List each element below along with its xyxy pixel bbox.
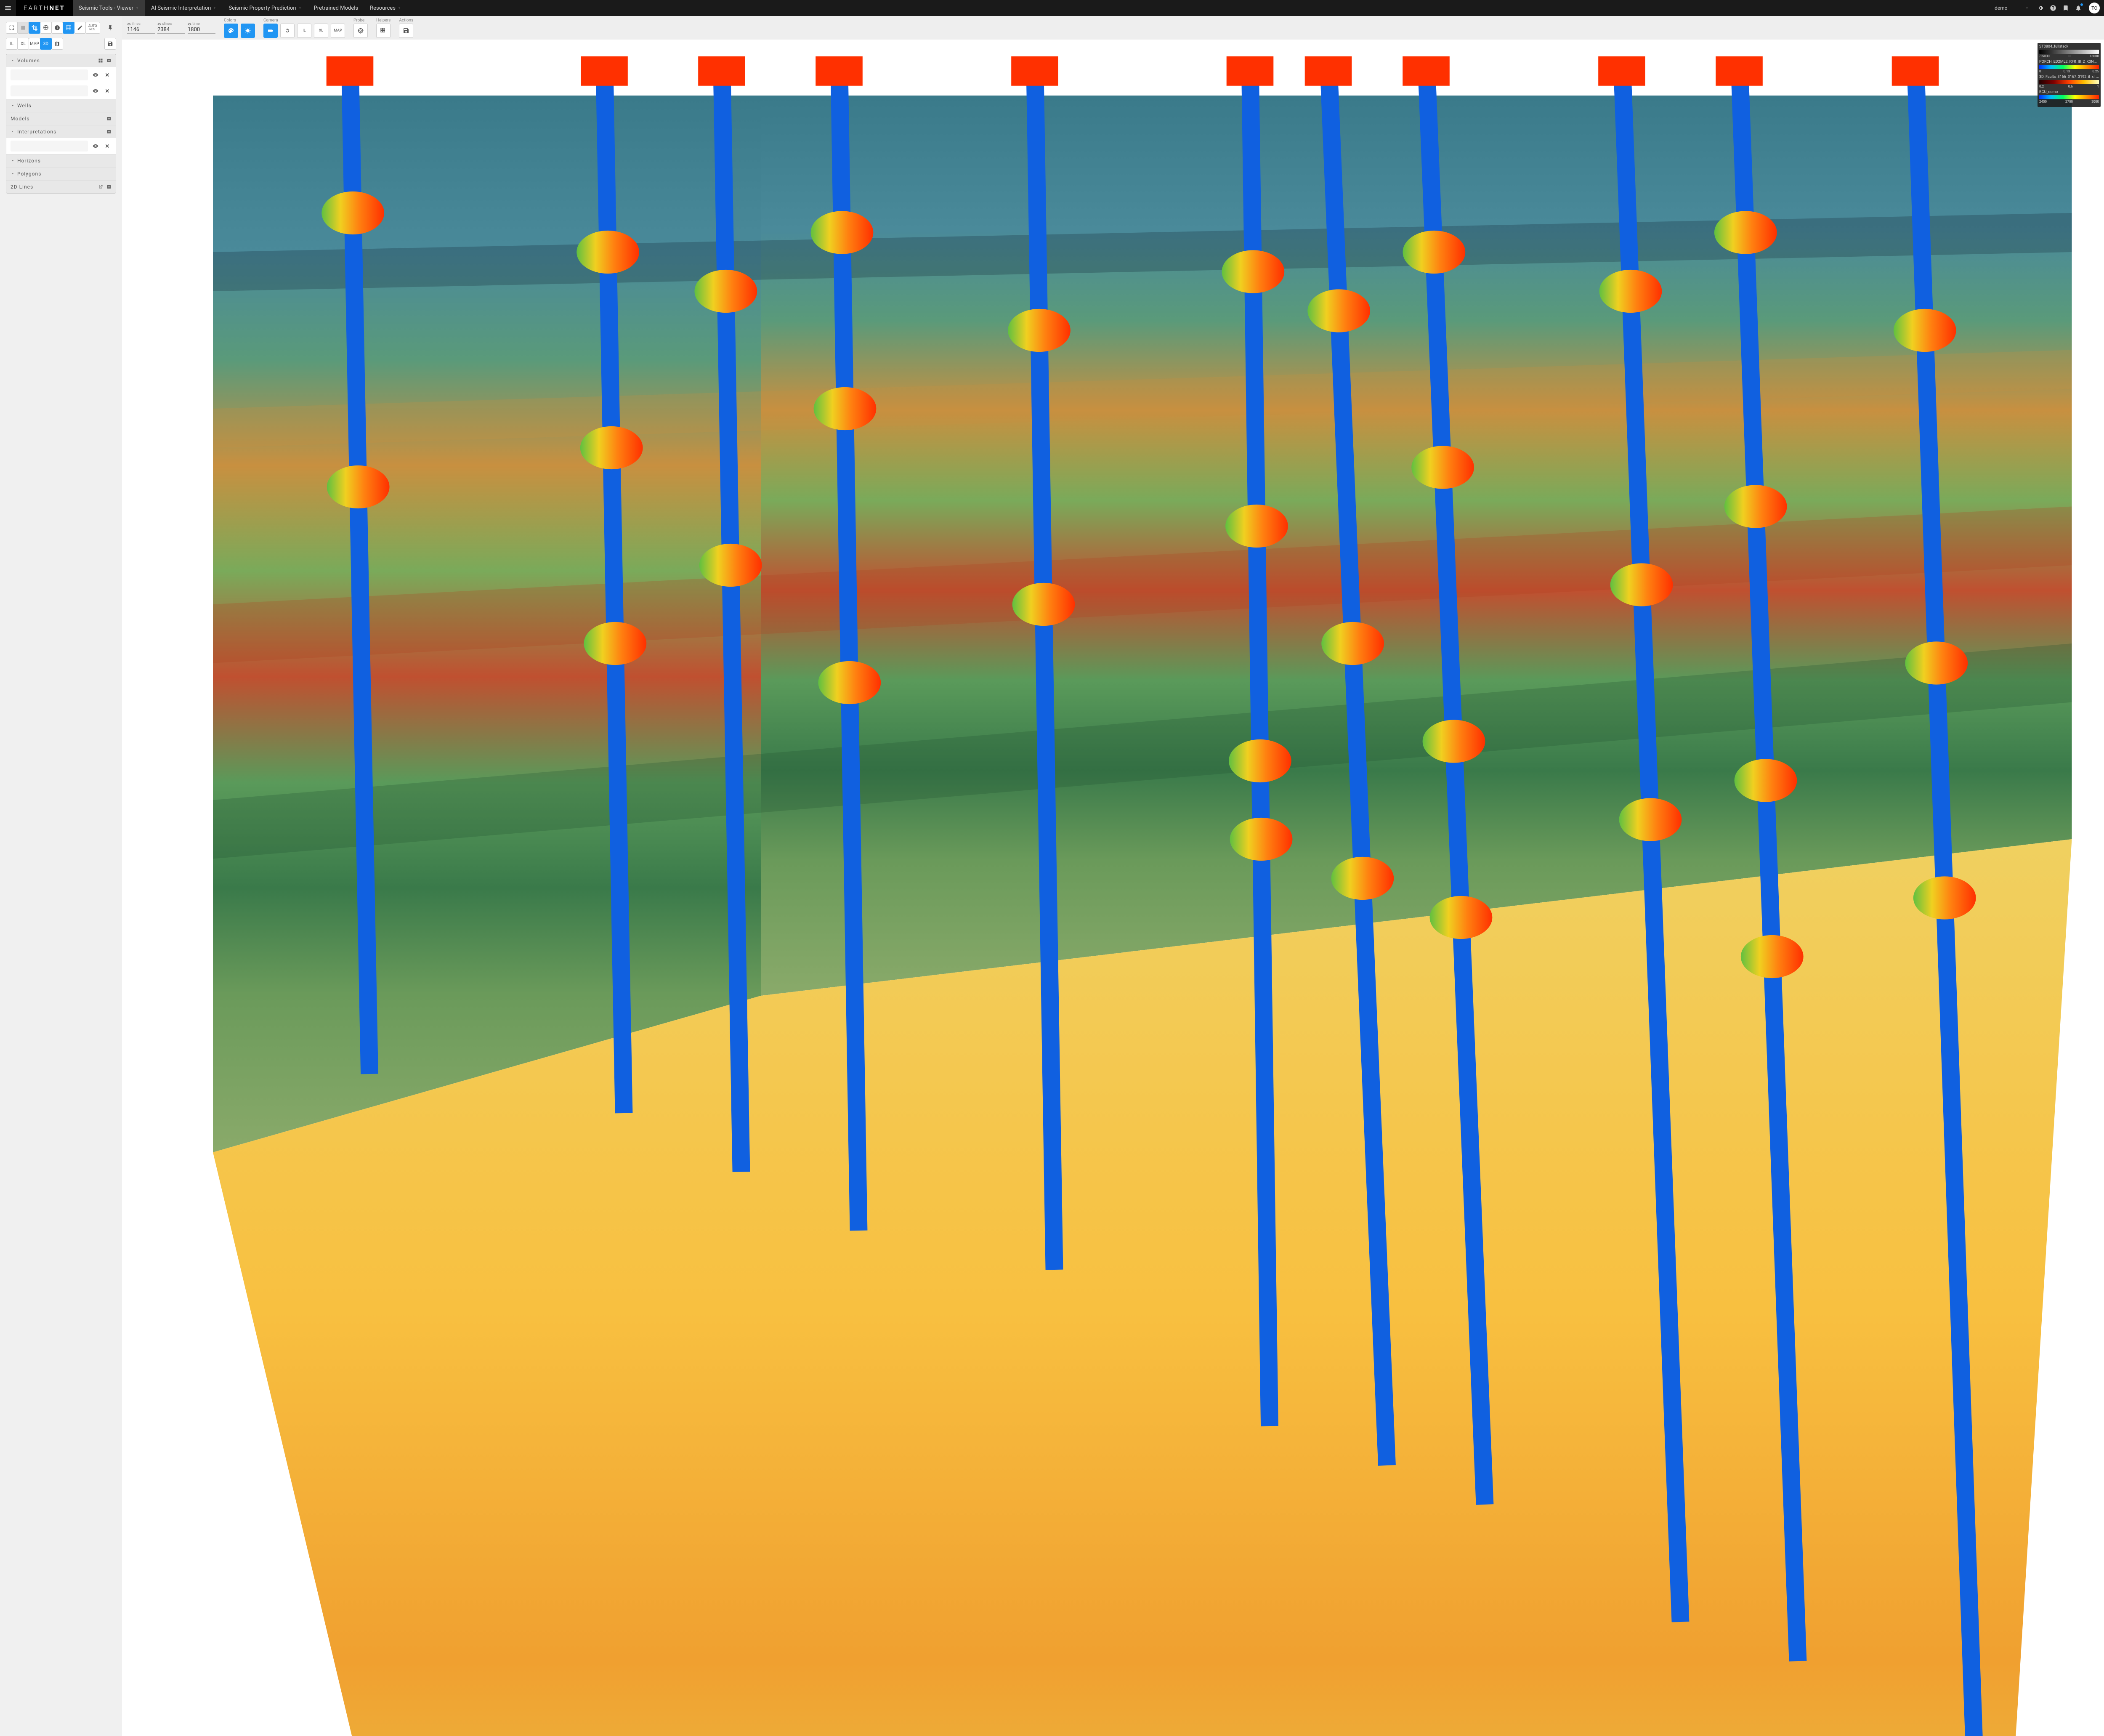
nav-seismic-property-prediction[interactable]: Seismic Property Prediction — [223, 0, 308, 16]
3d-canvas[interactable]: ST0804_fullstack-15000015000 PORCH_ED2ML2… — [122, 40, 2104, 1736]
view-3d[interactable]: 3D — [40, 38, 52, 50]
nav-pretrained-models[interactable]: Pretrained Models — [308, 0, 364, 16]
helpers-label: Helpers — [376, 18, 391, 23]
close-icon[interactable] — [103, 87, 112, 95]
view-map[interactable]: MAP — [29, 38, 40, 50]
tool-crop[interactable] — [29, 22, 40, 34]
camera-view-il[interactable]: IL — [297, 24, 311, 38]
legend-entry: BCU_demo240027003000 — [2039, 90, 2099, 104]
camera-mode-button[interactable] — [263, 24, 278, 38]
menu-icon[interactable] — [0, 0, 16, 16]
help-icon[interactable] — [2047, 2, 2059, 14]
camera-view-xl[interactable]: XL — [314, 24, 328, 38]
layers-panel: Volumes WellsModelsInterpretations Horiz… — [6, 54, 116, 194]
nav-resources[interactable]: Resources — [364, 0, 407, 16]
legend-entry: PORCH_ED2ML2_RFR_I8_2_K3N...00.130.25 — [2039, 60, 2099, 73]
tool-info[interactable] — [51, 22, 63, 34]
tool-grid2[interactable] — [63, 22, 74, 34]
camera-view-map[interactable]: MAP — [331, 24, 345, 38]
section-wells[interactable]: Wells — [6, 99, 116, 112]
legend-entry: ST0804_fullstack-15000015000 — [2039, 45, 2099, 58]
tool-fullscreen[interactable] — [6, 22, 18, 34]
item-name-placeholder — [11, 69, 88, 80]
tool-pane[interactable] — [17, 22, 29, 34]
viewer: ilines1146xlines2384time1800 Colors Came… — [122, 16, 2104, 1736]
brightness-button[interactable] — [241, 24, 255, 38]
sidebar: AUTORES. ILXLMAP3D Volumes WellsModelsIn… — [0, 16, 122, 1736]
camera-label: Camera — [263, 18, 345, 23]
topbar: EARTHNET Seismic Tools - ViewerAI Seismi… — [0, 0, 2104, 16]
input-time[interactable]: time1800 — [188, 22, 215, 34]
colors-label: Colors — [224, 18, 255, 23]
item-name-placeholder — [11, 85, 88, 96]
tool-row-1: AUTORES. — [6, 22, 116, 34]
section-models[interactable]: Models — [6, 112, 116, 125]
tool-grid[interactable] — [40, 22, 52, 34]
section-horizons[interactable]: Horizons — [6, 154, 116, 167]
section-polygons[interactable]: Polygons — [6, 167, 116, 180]
settings-icon[interactable] — [2034, 2, 2047, 14]
nav-ai-seismic-interpretation[interactable]: AI Seismic Interpretation — [145, 0, 223, 16]
project-select[interactable]: demo — [1993, 4, 2031, 12]
pin-icon[interactable] — [104, 22, 116, 34]
section-interpretations[interactable]: Interpretations — [6, 125, 116, 138]
viewer-toolbar: ilines1146xlines2384time1800 Colors Came… — [122, 16, 2104, 40]
legend-entry: 3D_Faults_3166_3167_3192_il_xl_a...0.20.… — [2039, 75, 2099, 88]
visibility-icon[interactable] — [91, 87, 100, 95]
visibility-icon[interactable] — [91, 71, 100, 79]
tool-auto-res[interactable]: AUTORES. — [85, 22, 100, 34]
section-volumes[interactable]: Volumes — [6, 54, 116, 67]
item-name-placeholder — [11, 141, 88, 152]
map-layers-icon[interactable] — [51, 38, 63, 50]
helpers-button[interactable] — [376, 24, 391, 38]
tool-pencil[interactable] — [74, 22, 86, 34]
seismic-scene — [135, 56, 2091, 1736]
logo: EARTHNET — [16, 0, 73, 16]
notifications-icon[interactable] — [2072, 2, 2085, 14]
close-icon[interactable] — [103, 71, 112, 79]
user-avatar[interactable]: TC — [2089, 3, 2100, 13]
save-button[interactable] — [104, 38, 116, 50]
bookmark-icon[interactable] — [2059, 2, 2072, 14]
section-2dlines[interactable]: 2D Lines — [6, 180, 116, 193]
actions-label: Actions — [399, 18, 413, 23]
tool-row-2: ILXLMAP3D — [6, 38, 116, 50]
view-xl[interactable]: XL — [17, 38, 29, 50]
nav-seismic-tools-viewer[interactable]: Seismic Tools - Viewer — [73, 0, 145, 16]
item-row — [6, 83, 116, 99]
item-row — [6, 138, 116, 154]
actions-save-button[interactable] — [399, 24, 413, 38]
view-il[interactable]: IL — [6, 38, 18, 50]
reset-camera-button[interactable] — [280, 24, 295, 38]
palette-button[interactable] — [224, 24, 238, 38]
input-xlines[interactable]: xlines2384 — [157, 22, 185, 34]
color-legend: ST0804_fullstack-15000015000 PORCH_ED2ML2… — [2038, 43, 2101, 107]
item-row — [6, 67, 116, 83]
close-icon[interactable] — [103, 142, 112, 150]
visibility-icon[interactable] — [91, 142, 100, 150]
probe-label: Probe — [353, 18, 368, 23]
probe-button[interactable] — [353, 24, 368, 38]
input-ilines[interactable]: ilines1146 — [127, 22, 155, 34]
